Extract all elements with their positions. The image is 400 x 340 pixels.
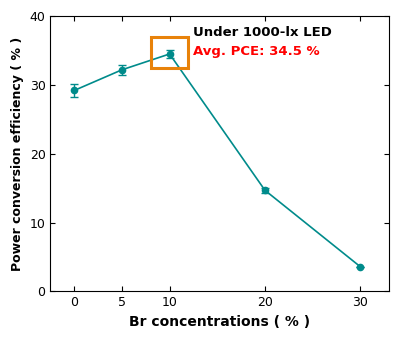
Y-axis label: Power conversion efficiency ( % ): Power conversion efficiency ( % ) [11,37,24,271]
Text: Under 1000-lx LED: Under 1000-lx LED [194,27,332,39]
Bar [152,37,188,68]
Text: Avg. PCE: 34.5 %: Avg. PCE: 34.5 % [194,45,320,58]
X-axis label: Br concentrations ( % ): Br concentrations ( % ) [129,315,310,329]
